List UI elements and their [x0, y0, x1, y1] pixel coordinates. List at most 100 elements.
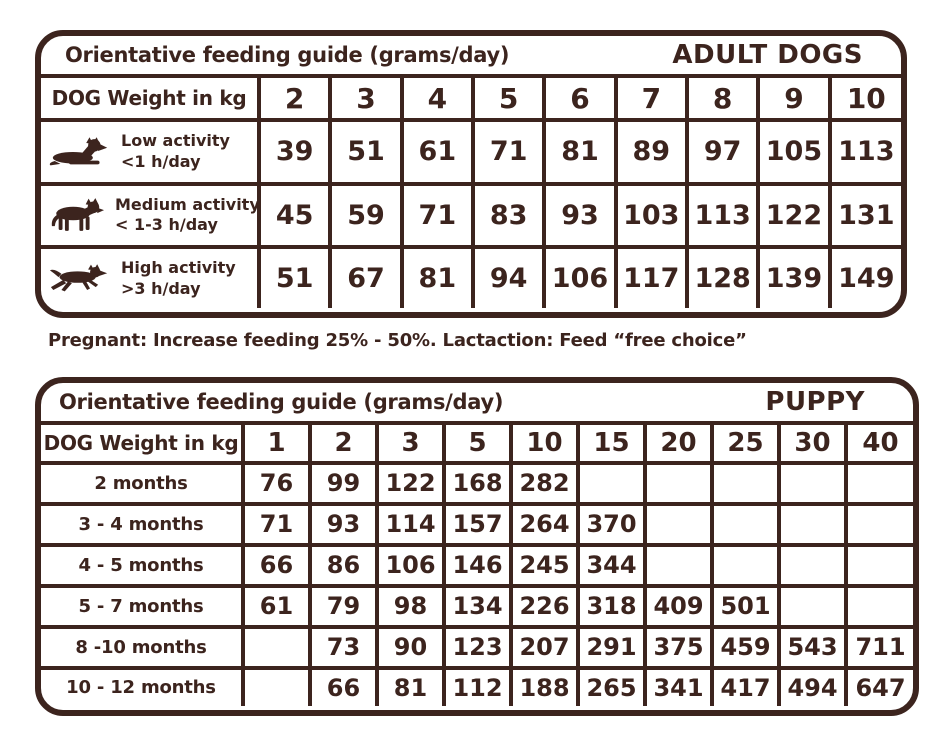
feeding-value-cell: 265 — [576, 665, 647, 706]
feeding-value-cell: 341 — [643, 665, 714, 706]
feeding-value-cell: 494 — [777, 665, 848, 706]
activity-wrap: Medium activity < 1-3 h/day — [41, 194, 259, 237]
feeding-value-cell: 417 — [710, 665, 781, 706]
feeding-value-cell: 113 — [827, 118, 901, 186]
activity-name: Medium activity — [115, 194, 259, 214]
feeding-value-cell: 89 — [613, 118, 689, 186]
adult-weight-col-9kg: 9 — [756, 78, 832, 122]
feeding-value-cell: 282 — [509, 461, 580, 506]
activity-label: Low activity <1 h/day — [121, 131, 230, 173]
activity-name: High activity — [121, 257, 236, 277]
feeding-value-cell: 83 — [470, 181, 547, 250]
empty-cell — [777, 461, 848, 506]
feeding-value-cell: 112 — [442, 665, 513, 706]
adult-weight-col-2kg: 2 — [256, 78, 333, 122]
feeding-value-cell: 98 — [375, 583, 446, 629]
running-dog-icon — [49, 264, 111, 293]
adult-activity-row-1: Medium activity < 1-3 h/day 45 59 71 83 93 103 1… — [41, 181, 901, 250]
puppy-weight-col-5kg: 5 — [442, 425, 513, 465]
puppy-age-row-3: 5 - 7 months 61 79 98 134 226 318 409 501 — [41, 583, 913, 629]
feeding-value-cell: 66 — [308, 665, 379, 706]
empty-cell — [844, 542, 913, 588]
feeding-value-cell: 51 — [256, 245, 333, 308]
activity-hours: >3 h/day — [121, 278, 201, 298]
feeding-value-cell: 51 — [328, 118, 404, 186]
puppy-feeding-table: Orientative feeding guide (grams/day) PU… — [35, 377, 919, 716]
empty-cell — [777, 501, 848, 547]
adult-table-badge: ADULT DOGS — [672, 40, 863, 70]
pregnancy-lactation-note: Pregnant: Increase feeding 25% - 50%. La… — [48, 330, 747, 351]
feeding-value-cell: 81 — [375, 665, 446, 706]
feeding-value-cell: 106 — [542, 245, 618, 308]
feeding-value-cell: 123 — [442, 624, 513, 670]
feeding-value-cell: 97 — [684, 118, 761, 186]
feeding-value-cell: 122 — [756, 181, 832, 250]
empty-cell — [844, 583, 913, 629]
puppy-weight-col-20kg: 20 — [643, 425, 714, 465]
feeding-value-cell: 81 — [542, 118, 618, 186]
puppy-header-row: DOG Weight in kg 1 2 3 5 10 15 20 25 30 40 — [41, 425, 913, 465]
empty-cell — [710, 542, 781, 588]
feeding-value-cell: 66 — [241, 542, 312, 588]
puppy-weight-col-40kg: 40 — [844, 425, 913, 465]
feeding-value-cell: 711 — [844, 624, 913, 670]
empty-cell — [710, 461, 781, 506]
puppy-age-row-0: 2 months 76 99 122 168 282 — [41, 461, 913, 506]
adult-weight-header-label: DOG Weight in kg — [41, 78, 261, 122]
empty-cell — [643, 501, 714, 547]
feeding-value-cell: 344 — [576, 542, 647, 588]
feeding-value-cell: 370 — [576, 501, 647, 547]
empty-cell — [777, 583, 848, 629]
feeding-value-cell: 59 — [328, 181, 404, 250]
empty-cell — [643, 542, 714, 588]
activity-hours: <1 h/day — [121, 151, 201, 171]
feeding-value-cell: 61 — [399, 118, 475, 186]
puppy-weight-col-30kg: 30 — [777, 425, 848, 465]
feeding-value-cell: 76 — [241, 461, 312, 506]
puppy-age-row-4: 8 -10 months 73 90 123 207 291 375 459 543 711 — [41, 624, 913, 670]
feeding-value-cell: 45 — [256, 181, 333, 250]
puppy-grid: DOG Weight in kg 1 2 3 5 10 15 20 25 30 40 2 months… — [41, 425, 913, 706]
feeding-value-cell: 67 — [328, 245, 404, 308]
feeding-value-cell: 103 — [613, 181, 689, 250]
activity-hours: < 1-3 h/day — [115, 215, 218, 235]
feeding-value-cell: 71 — [399, 181, 475, 250]
feeding-value-cell: 61 — [241, 583, 312, 629]
activity-label-cell: High activity >3 h/day — [41, 245, 261, 308]
age-label-cell: 8 -10 months — [41, 624, 245, 670]
adult-table-title-row: Orientative feeding guide (grams/day) AD… — [41, 36, 901, 78]
adult-weight-col-3kg: 3 — [328, 78, 404, 122]
feeding-value-cell: 122 — [375, 461, 446, 506]
feeding-value-cell: 99 — [308, 461, 379, 506]
feeding-value-cell: 146 — [442, 542, 513, 588]
feeding-value-cell: 139 — [756, 245, 832, 308]
adult-activity-row-0: Low activity <1 h/day 39 51 61 71 81 89 97 105 113 — [41, 118, 901, 186]
feeding-value-cell: 106 — [375, 542, 446, 588]
adult-grid-body: DOG Weight in kg 2 3 4 5 6 7 8 9 10 Low activity <1… — [41, 78, 901, 308]
empty-cell — [844, 461, 913, 506]
puppy-weight-col-10kg: 10 — [509, 425, 580, 465]
activity-label-cell: Low activity <1 h/day — [41, 118, 261, 186]
feeding-value-cell: 79 — [308, 583, 379, 629]
feeding-value-cell: 168 — [442, 461, 513, 506]
feeding-value-cell: 113 — [684, 181, 761, 250]
age-label-cell: 3 - 4 months — [41, 501, 245, 547]
adult-header-row: DOG Weight in kg 2 3 4 5 6 7 8 9 10 — [41, 78, 901, 122]
adult-grid: DOG Weight in kg 2 3 4 5 6 7 8 9 10 Low activity <1… — [41, 78, 901, 308]
age-label-cell: 10 - 12 months — [41, 665, 245, 706]
empty-cell — [777, 542, 848, 588]
puppy-weight-col-1kg: 1 — [241, 425, 312, 465]
activity-label: Medium activity < 1-3 h/day — [115, 194, 259, 237]
feeding-value-cell: 409 — [643, 583, 714, 629]
puppy-weight-header-label: DOG Weight in kg — [41, 425, 245, 465]
feeding-value-cell: 459 — [710, 624, 781, 670]
feeding-value-cell: 226 — [509, 583, 580, 629]
lying-dog-icon — [49, 137, 111, 167]
adult-weight-col-8kg: 8 — [684, 78, 761, 122]
puppy-age-row-5: 10 - 12 months 66 81 112 188 265 341 417 494 647 — [41, 665, 913, 706]
age-label-cell: 2 months — [41, 461, 245, 506]
feeding-value-cell: 131 — [827, 181, 901, 250]
feeding-value-cell: 134 — [442, 583, 513, 629]
adult-weight-col-5kg: 5 — [470, 78, 547, 122]
puppy-table-badge: PUPPY — [765, 387, 865, 417]
